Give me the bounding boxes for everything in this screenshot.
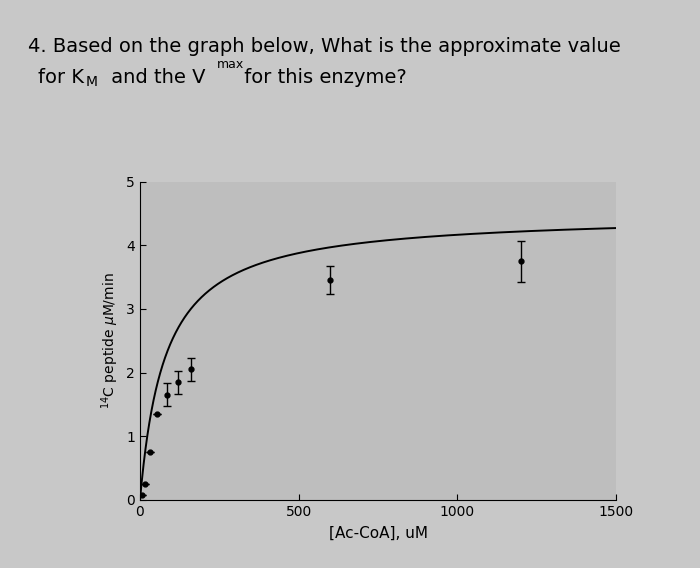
X-axis label: [Ac-CoA], uM: [Ac-CoA], uM <box>328 525 428 541</box>
Text: for K: for K <box>38 68 85 87</box>
Text: max: max <box>217 58 244 71</box>
Text: M: M <box>86 75 98 89</box>
Y-axis label: $^{14}$C peptide $\mu$M/min: $^{14}$C peptide $\mu$M/min <box>99 273 120 409</box>
Text: and the V: and the V <box>105 68 206 87</box>
Text: 4. Based on the graph below, What is the approximate value: 4. Based on the graph below, What is the… <box>28 37 621 56</box>
Text: for this enzyme?: for this enzyme? <box>238 68 407 87</box>
